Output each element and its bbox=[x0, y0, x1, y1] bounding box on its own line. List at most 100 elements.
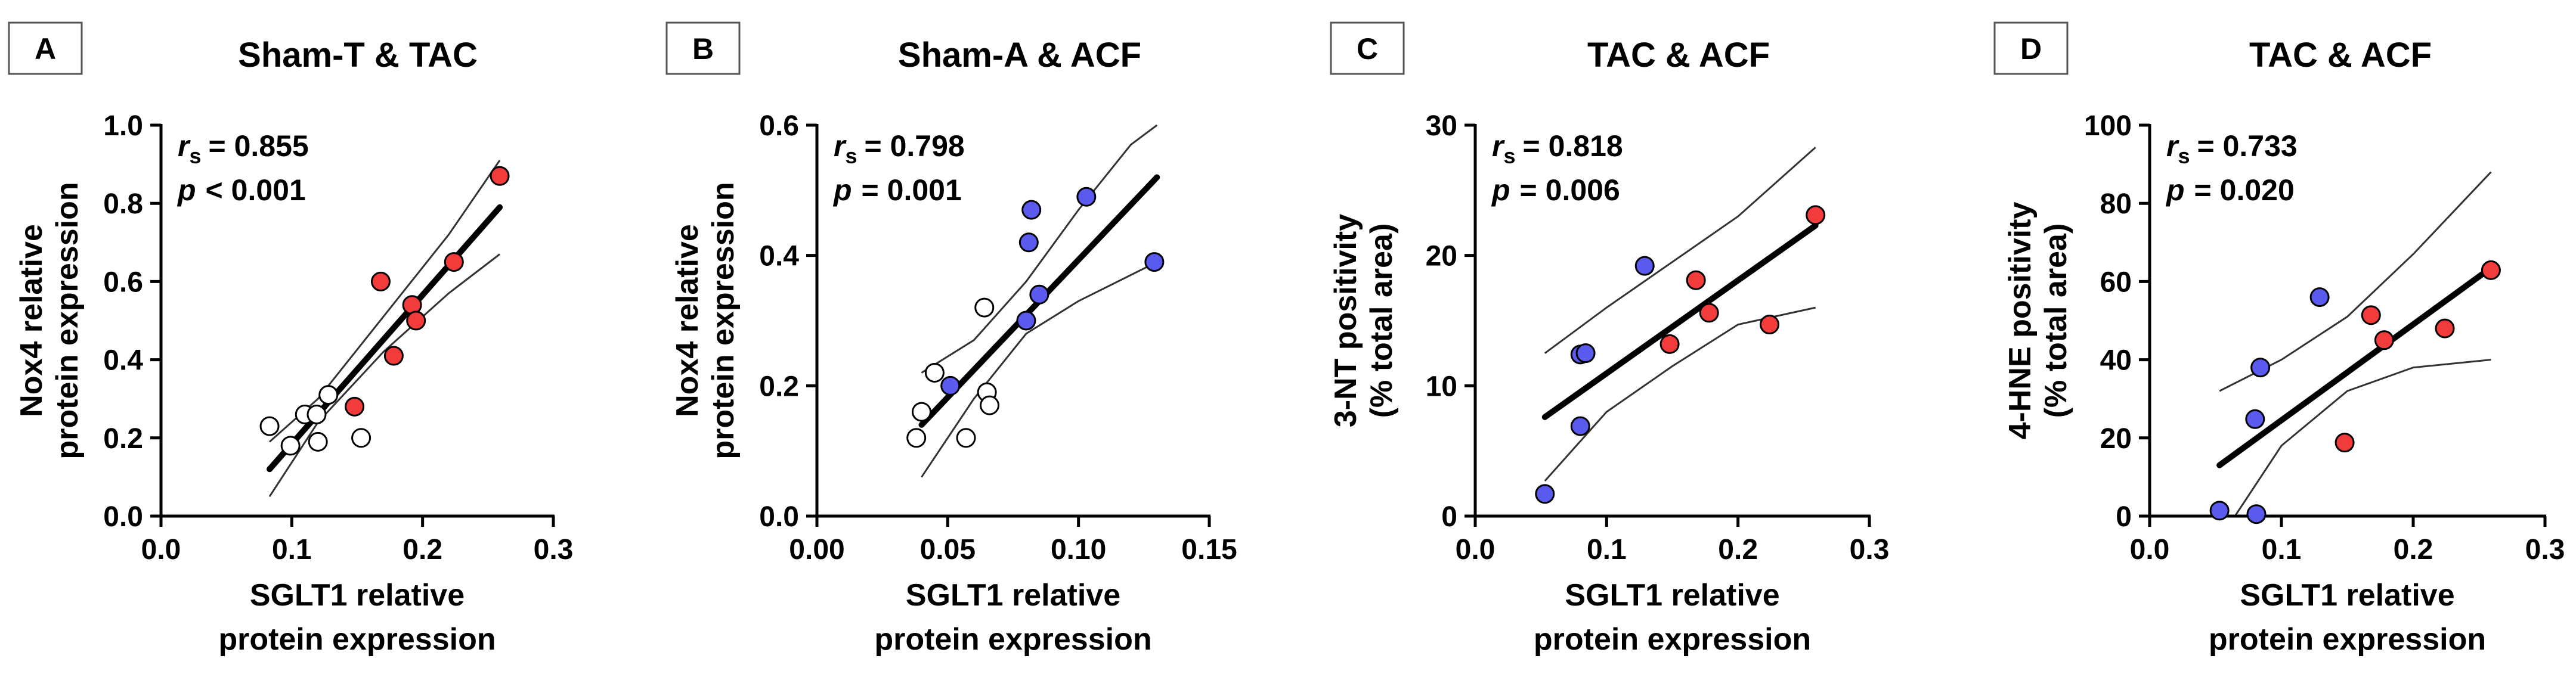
y-axis-label-line1: Nox4 relative bbox=[670, 224, 705, 417]
data-point-tac bbox=[1760, 315, 1780, 335]
y-axis-label-line2: protein expression bbox=[706, 182, 741, 459]
p-annotation: p < 0.001 bbox=[177, 173, 306, 207]
ci-lower-line bbox=[268, 253, 501, 498]
data-point-acf bbox=[1029, 284, 1049, 305]
x-tick-label: 0.1 bbox=[2262, 534, 2302, 566]
y-axis-label-line2: protein expression bbox=[50, 182, 85, 459]
x-tick-label: 0.0 bbox=[2130, 534, 2170, 566]
panel-label: C bbox=[1357, 32, 1378, 66]
y-tick-label: 60 bbox=[2100, 266, 2132, 298]
y-tick-label: 40 bbox=[2100, 345, 2132, 377]
data-point-sham-t bbox=[351, 428, 371, 448]
y-tick-label: 0.2 bbox=[759, 371, 799, 402]
panel-c: C TAC & ACF 0.0 0.1 0.2 0.3 0 10 20 30 SGLT1 relat… bbox=[1329, 21, 1890, 657]
data-point-acf bbox=[2245, 409, 2265, 429]
y-tick-label: 80 bbox=[2100, 188, 2132, 220]
x-tick-label: 0.0 bbox=[141, 534, 181, 566]
data-point-sham-a bbox=[974, 297, 995, 318]
data-point-tac bbox=[1659, 334, 1680, 354]
y-axis-label-line1: 3-NT positivity bbox=[1329, 214, 1363, 427]
data-point-tac bbox=[370, 271, 391, 291]
data-point-tac bbox=[1699, 303, 1719, 323]
data-point-tac bbox=[2334, 433, 2355, 453]
data-point-tac bbox=[1806, 205, 1826, 225]
data-point-sham-a bbox=[906, 428, 927, 448]
data-point-sham-a bbox=[956, 428, 976, 448]
ci-upper-line bbox=[921, 124, 1158, 374]
y-axis-label-line1: Nox4 relative bbox=[14, 224, 49, 417]
rs-value: = 0.798 bbox=[865, 129, 965, 163]
data-point-acf bbox=[1021, 200, 1042, 220]
y-tick-label: 10 bbox=[1426, 371, 1457, 402]
x-tick-label: 0.3 bbox=[2525, 534, 2565, 566]
x-tick-label: 0.2 bbox=[2394, 534, 2433, 566]
p-annotation: p = 0.001 bbox=[832, 173, 962, 207]
y-tick-label: 0.4 bbox=[103, 345, 143, 377]
chart-title: TAC & ACF bbox=[2249, 36, 2432, 74]
x-axis-label-line2: protein expression bbox=[874, 622, 1151, 657]
data-point-tac bbox=[490, 166, 510, 186]
rs-subscript: s bbox=[1503, 144, 1515, 168]
data-point-acf bbox=[1535, 484, 1555, 504]
regression-line bbox=[2216, 265, 2494, 468]
x-tick-label: 0.3 bbox=[534, 534, 574, 566]
data-point-acf bbox=[1018, 232, 1039, 253]
data-point-acf bbox=[940, 375, 961, 396]
data-point-acf bbox=[1634, 256, 1655, 276]
x-tick-label: 0.15 bbox=[1181, 534, 1237, 566]
x-tick-label: 0.0 bbox=[1456, 534, 1496, 566]
data-point-sham-t bbox=[318, 385, 339, 405]
rs-annotation: rs = 0.855 bbox=[178, 129, 309, 168]
y-tick-label: 20 bbox=[2100, 423, 2132, 455]
x-tick-label: 0.2 bbox=[402, 534, 442, 566]
x-tick-label: 0.3 bbox=[1850, 534, 1890, 566]
data-point-tac bbox=[444, 252, 464, 272]
x-tick-label: 0.2 bbox=[1718, 534, 1758, 566]
p-annotation: p = 0.006 bbox=[1491, 173, 1620, 207]
panel-label: A bbox=[35, 32, 56, 66]
x-axis-label-line1: SGLT1 relative bbox=[1565, 578, 1779, 613]
panel-label: B bbox=[692, 32, 714, 66]
rs-symbol: r bbox=[834, 129, 847, 163]
panel-a: A Sham-T & TAC 0.0 0.1 0.2 0.3 0.0 0.2 0.4 0.6 0.8… bbox=[8, 21, 574, 657]
data-point-tac bbox=[406, 310, 426, 331]
x-tick-label: 0.1 bbox=[1587, 534, 1627, 566]
data-point-acf bbox=[2309, 287, 2330, 308]
data-point-sham-t bbox=[259, 416, 280, 436]
regression-line bbox=[1541, 222, 1819, 420]
rs-annotation: rs = 0.818 bbox=[1492, 129, 1623, 168]
p-value: = 0.006 bbox=[1520, 173, 1620, 207]
y-tick-label: 0 bbox=[2116, 501, 2132, 533]
rs-symbol: r bbox=[2166, 129, 2179, 163]
x-tick-label: 0.00 bbox=[789, 534, 844, 566]
x-axis-label-line2: protein expression bbox=[1534, 622, 1811, 657]
rs-subscript: s bbox=[189, 144, 201, 168]
data-point-sham-a bbox=[924, 362, 945, 383]
rs-annotation: rs = 0.798 bbox=[834, 129, 965, 168]
data-point-acf bbox=[1016, 310, 1036, 331]
x-axis-label-line1: SGLT1 relative bbox=[250, 578, 465, 613]
y-tick-label: 0.6 bbox=[759, 110, 799, 142]
x-axis-label-line1: SGLT1 relative bbox=[2240, 578, 2454, 613]
chart-title: Sham-A & ACF bbox=[898, 36, 1141, 74]
y-tick-label: 1.0 bbox=[103, 110, 143, 142]
y-tick-label: 0.0 bbox=[103, 501, 143, 533]
rs-subscript: s bbox=[845, 144, 857, 168]
data-point-sham-t bbox=[280, 436, 301, 456]
p-value: < 0.001 bbox=[206, 173, 306, 207]
y-tick-label: 0.6 bbox=[103, 266, 143, 298]
x-tick-label: 0.05 bbox=[920, 534, 976, 566]
p-value: = 0.001 bbox=[862, 173, 962, 207]
y-tick-label: 0.4 bbox=[759, 241, 799, 272]
y-axis-label-line2: (% total area) bbox=[1364, 223, 1399, 418]
data-point-acf bbox=[2209, 501, 2230, 521]
rs-subscript: s bbox=[2178, 144, 2190, 168]
y-tick-label: 20 bbox=[1426, 241, 1457, 272]
ci-lower-line bbox=[2234, 359, 2491, 516]
data-point-acf bbox=[1144, 252, 1165, 272]
data-point-sham-a bbox=[911, 402, 931, 422]
y-tick-label: 0.8 bbox=[103, 188, 143, 220]
data-point-tac bbox=[2374, 330, 2394, 350]
ci-lower-line bbox=[1544, 306, 1816, 482]
